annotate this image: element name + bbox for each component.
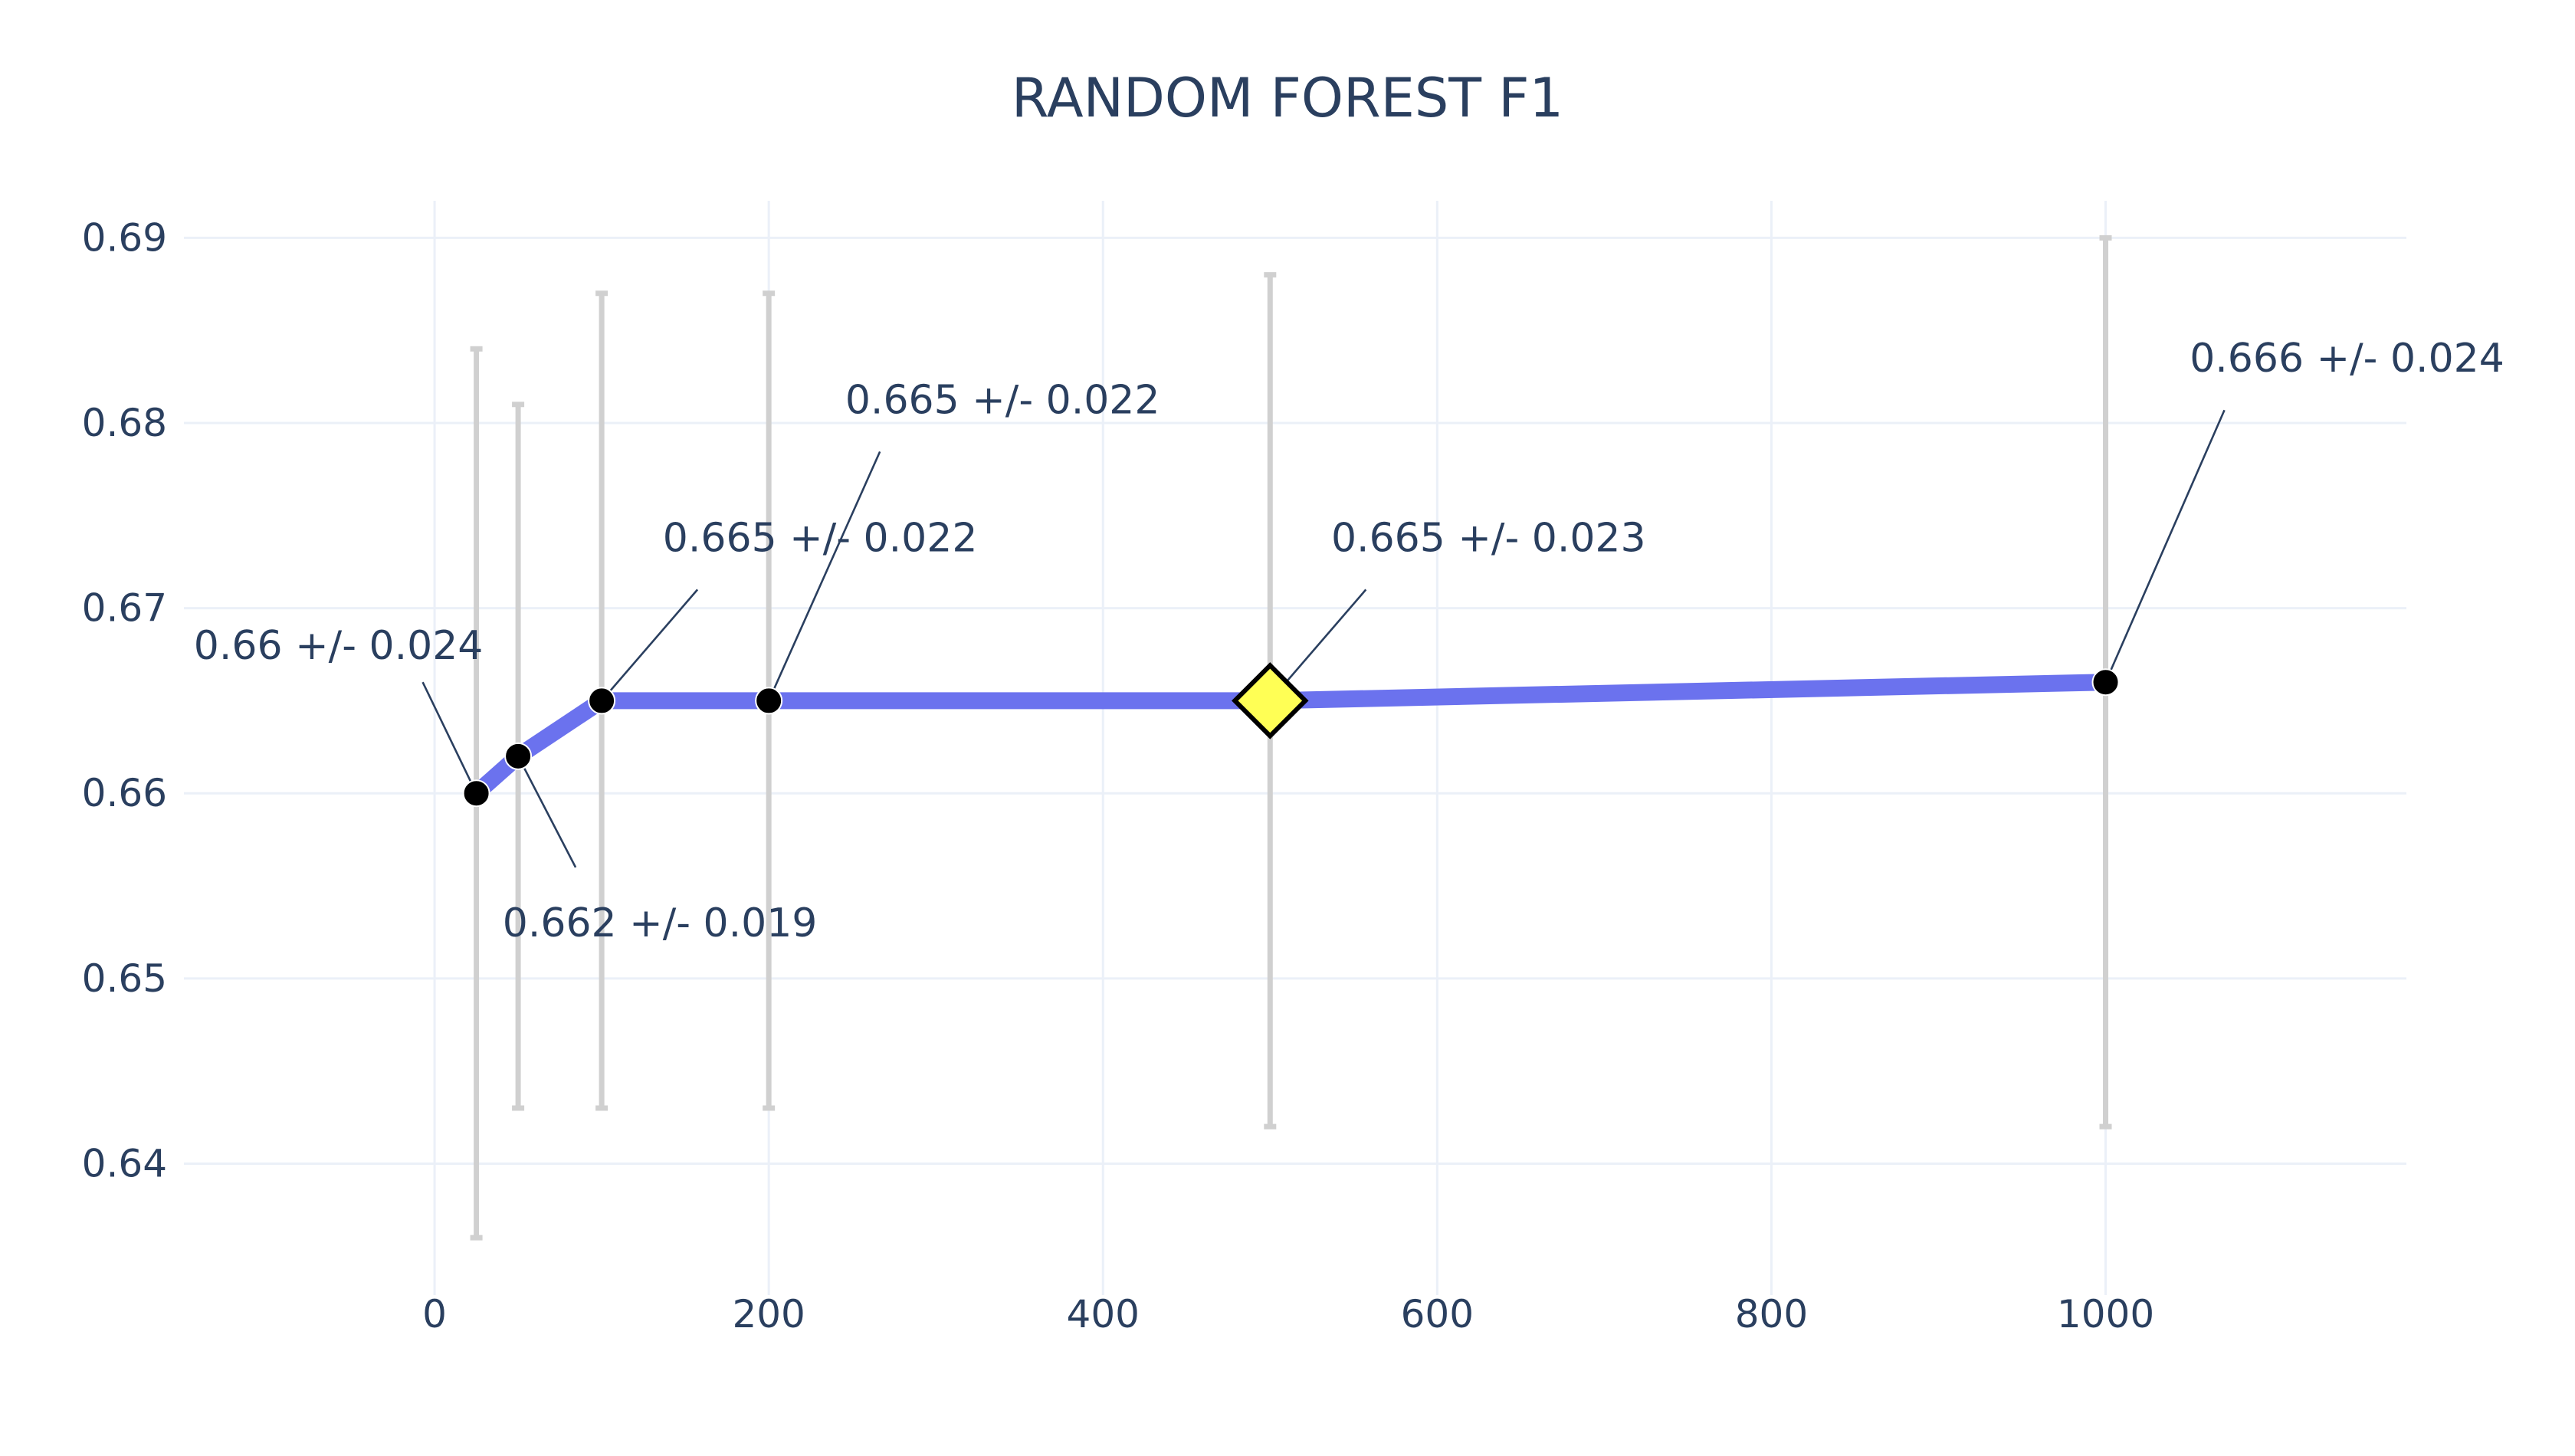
annotation-arrows xyxy=(422,409,2226,868)
annotation-label: 0.66 +/- 0.024 xyxy=(194,623,484,669)
y-tick-label: 0.68 xyxy=(82,401,167,445)
x-tick-label: 1000 xyxy=(2057,1292,2154,1336)
y-tick-label: 0.66 xyxy=(82,771,167,815)
data-point xyxy=(588,687,616,715)
x-tick-label: 200 xyxy=(732,1292,805,1336)
annotation-label: 0.665 +/- 0.023 xyxy=(1331,515,1646,561)
x-tick-label: 0 xyxy=(422,1292,447,1336)
annotation-label: 0.662 +/- 0.019 xyxy=(503,900,818,946)
annotation-label: 0.665 +/- 0.022 xyxy=(845,377,1160,423)
y-tick-label: 0.69 xyxy=(82,215,167,260)
y-tick-label: 0.64 xyxy=(82,1141,167,1185)
data-point xyxy=(2091,668,2120,697)
y-tick-label: 0.65 xyxy=(82,956,167,1001)
annotation-arrow xyxy=(767,451,881,701)
y-tick-label: 0.67 xyxy=(82,586,167,631)
tick-labels: 0 200 400 600 800 1000 0.64 0.65 0.66 0.67 0.68 0.6… xyxy=(82,215,2154,1336)
annotation-label: 0.666 +/- 0.024 xyxy=(2190,336,2504,382)
annotation-arrow xyxy=(422,681,477,794)
data-point xyxy=(504,742,533,770)
annotation-arrow xyxy=(517,756,577,868)
annotation-arrow xyxy=(2104,409,2226,683)
x-tick-label: 400 xyxy=(1067,1292,1140,1336)
data-point xyxy=(755,687,783,715)
annotation-arrow xyxy=(601,589,699,702)
data-point xyxy=(462,779,490,808)
annotation-label: 0.665 +/- 0.022 xyxy=(663,515,978,561)
x-tick-label: 600 xyxy=(1401,1292,1474,1336)
annotations: 0.66 +/- 0.024 0.662 +/- 0.019 0.665 +/- 0… xyxy=(194,336,2504,946)
highlight-marker xyxy=(1232,662,1309,739)
x-tick-label: 800 xyxy=(1735,1292,1808,1336)
markers xyxy=(462,662,2120,808)
chart-title: RANDOM FOREST F1 xyxy=(1012,67,1563,130)
